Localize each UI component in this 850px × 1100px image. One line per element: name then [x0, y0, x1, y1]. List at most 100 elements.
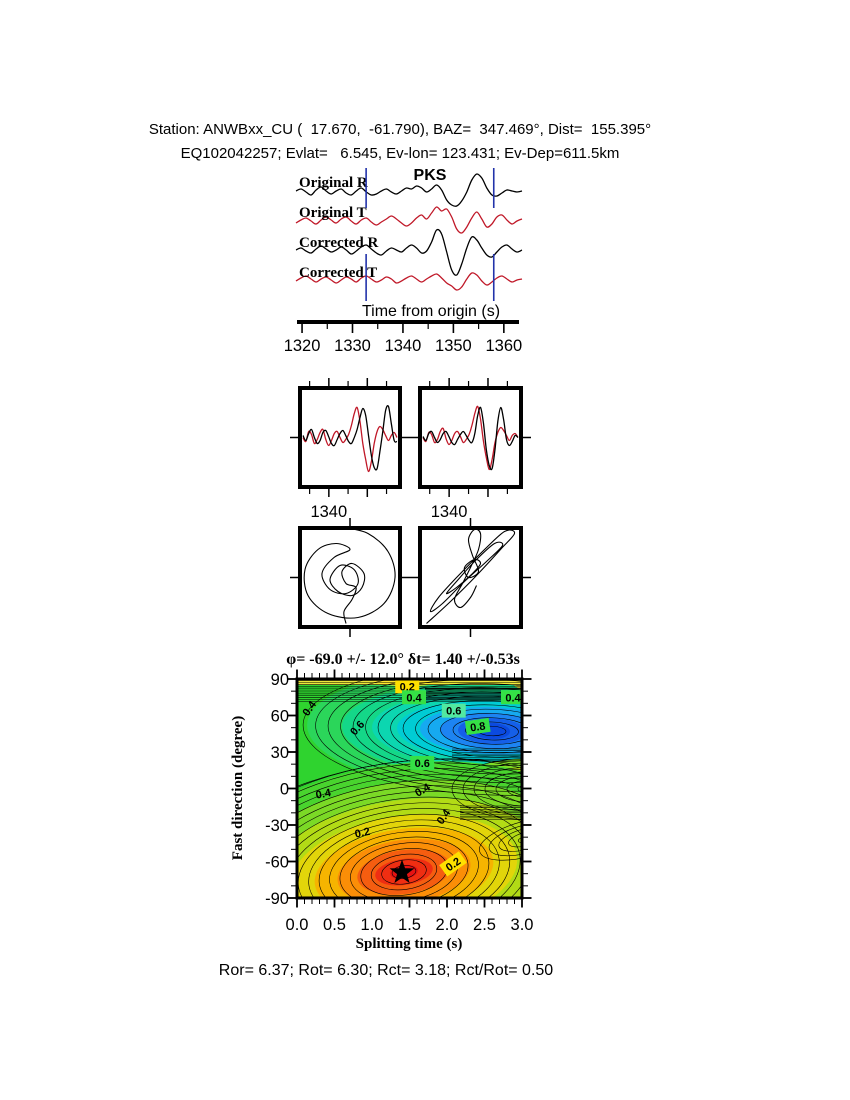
time-tick-label: 1340 [385, 337, 422, 355]
waveform-panel-frame [418, 386, 523, 489]
contour-line [339, 836, 469, 898]
contour-line [517, 835, 522, 843]
contour-line [370, 853, 438, 891]
contour-label-box [395, 679, 420, 694]
contour-line [297, 779, 522, 898]
contour-label-text: 0.8 [469, 720, 486, 734]
contour-line [297, 813, 511, 898]
seismogram-trace [295, 228, 523, 276]
comparison-trace [422, 405, 519, 471]
contour-xlabel: Splitting time (s) [356, 936, 463, 952]
contour-line [506, 780, 522, 798]
contour-line [308, 819, 500, 898]
contour-line [297, 773, 522, 898]
contour-line [495, 776, 522, 802]
contour-line [498, 826, 522, 852]
contour-line [297, 758, 522, 898]
contour-line [297, 808, 521, 898]
y-tick-label: 0 [280, 781, 289, 799]
contour-line [327, 679, 522, 788]
time-tick-label: 1320 [284, 337, 321, 355]
contour-label-text: 0.6 [446, 706, 461, 718]
contour-line [315, 679, 522, 792]
comparison-trace [302, 406, 398, 473]
contour-line [427, 708, 522, 754]
x-tick-label: 0.0 [286, 916, 309, 934]
contour-label-box [402, 690, 426, 705]
contour-line [451, 758, 522, 820]
misfit-contour-labels: 0.20.4 0.40.60.80.40.60.60.4 0.40.40.20.2 [301, 679, 522, 883]
y-tick-label: -30 [265, 817, 289, 835]
contour-line [297, 762, 522, 898]
particle-motion-path [426, 528, 516, 624]
contour-label-box [464, 717, 491, 736]
station-header: Station: ANWBxx_CU ( 17.670, -61.790), B… [148, 121, 652, 138]
contour-line [390, 696, 522, 766]
contour-label: 0.4 [501, 690, 522, 705]
contour-line [318, 825, 490, 898]
phase-label: PKS [414, 167, 447, 184]
best-fit-star [389, 859, 415, 883]
particle-panel-frame [418, 526, 523, 629]
splitting-statistics: Ror= 6.37; Rot= 6.30; Rct= 3.18; Rct/Rot… [218, 962, 554, 979]
time-tick-label: 1350 [435, 337, 472, 355]
event-header: EQ102042257; Evlat= 6.545, Ev-lon= 123.4… [180, 145, 620, 162]
comparison-trace [302, 404, 398, 471]
contour-label: 0.4 [315, 787, 333, 802]
contour-label-text: 0.4 [315, 787, 333, 802]
seismogram-trace [295, 206, 523, 234]
fast-slow-panels: 1340 1340 [290, 378, 531, 521]
time-axis-label: Time from origin (s) [362, 303, 500, 320]
contour-line [302, 679, 522, 796]
contour-label-text: 0.6 [415, 758, 430, 770]
contour-line [297, 802, 522, 898]
contour-line [488, 821, 522, 857]
misfit-contour-fill [297, 679, 522, 898]
y-tick-label: -60 [265, 854, 289, 872]
contour-line [297, 785, 522, 898]
contour-line [508, 830, 522, 848]
contour-label-box [410, 755, 435, 770]
contour-label-text: 0.2 [354, 826, 371, 841]
contour-label-text: 0.4 [505, 692, 521, 704]
contour-label: 0.4 [402, 690, 426, 705]
contour-line [329, 830, 479, 898]
time-axis [297, 320, 519, 324]
seismogram-trace [295, 173, 523, 207]
contour-label: 0.8 [464, 717, 491, 736]
contour-label-box [501, 690, 522, 705]
trace-label: Corrected T [299, 265, 377, 281]
contour-line [297, 791, 522, 898]
panel-tick-label: 1340 [431, 503, 468, 521]
contour-line [452, 717, 522, 745]
particle-panel-frame [298, 526, 402, 629]
contour-line [297, 796, 522, 898]
y-tick-label: 60 [271, 708, 289, 726]
contour-frame [295, 677, 524, 900]
seismogram-panel: Original R Original T Corrected R Corrected… [284, 168, 523, 355]
misfit-contour-axes: 0.0 0.5 1.0 1.5 2.0 2.5 3.0 90 60 30 0 -30 -60 -90 [265, 669, 534, 934]
contour-ylabel: Fast direction (degree) [230, 716, 246, 860]
contour-line [365, 687, 522, 775]
contour-label-text: 0.4 [406, 692, 422, 704]
contour-label: 0.2 [354, 826, 371, 841]
y-tick-label: 90 [271, 671, 289, 689]
contour-label: 0.6 [441, 703, 466, 718]
comparison-trace [422, 406, 519, 471]
contour-line [473, 767, 522, 811]
trace-label: Original R [299, 175, 368, 191]
x-tick-label: 3.0 [511, 916, 534, 934]
y-tick-label: -90 [265, 890, 289, 908]
time-tick-label: 1360 [485, 337, 522, 355]
x-tick-label: 0.5 [323, 916, 346, 934]
contour-label: 0.6 [410, 755, 435, 770]
contour-line [352, 683, 522, 779]
contour-line [381, 859, 427, 885]
waveform-panel-frame [298, 386, 402, 489]
contour-label-box [439, 851, 467, 877]
time-tick-label: 1330 [334, 337, 371, 355]
contour-line [297, 768, 522, 898]
contour-line [484, 771, 522, 807]
